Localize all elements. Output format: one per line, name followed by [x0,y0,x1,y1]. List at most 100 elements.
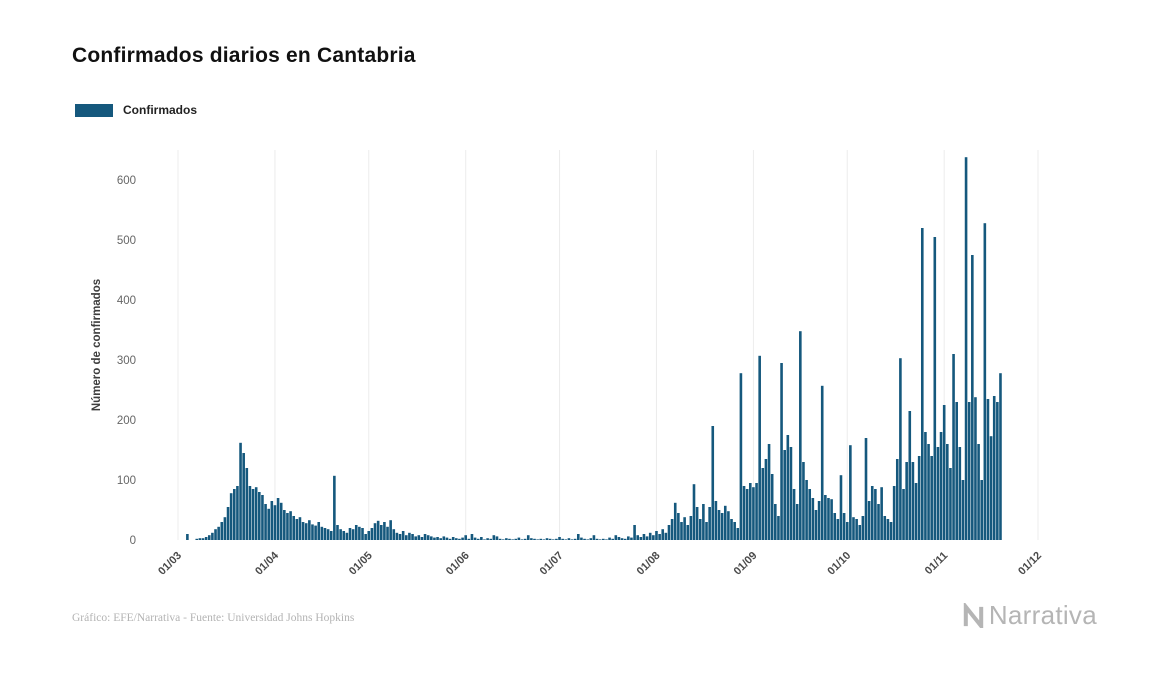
bar [573,538,577,540]
bar [855,519,858,540]
bar [870,486,874,540]
bar [986,399,990,540]
bar [764,459,768,540]
bar [220,522,224,540]
bar [999,373,1002,540]
bar [505,538,508,540]
bar [589,538,593,540]
narrativa-logo: Narrativa [961,600,1097,631]
svg-text:01/08: 01/08 [635,550,663,578]
bar [805,480,808,540]
bar [605,539,608,540]
bar [248,486,252,540]
bar [783,450,786,540]
svg-text:0: 0 [130,535,136,547]
bar [186,534,189,540]
bar [317,522,321,540]
bar [480,537,483,540]
bar [949,468,952,540]
svg-text:600: 600 [117,175,136,187]
bar [367,531,371,540]
bar [645,536,649,540]
svg-text:400: 400 [117,295,136,307]
bar [232,489,236,540]
bar [770,474,774,540]
bar [207,535,211,540]
bar [414,536,417,540]
bar [930,456,933,540]
bar [239,442,242,540]
bar [917,456,921,540]
svg-text:01/04: 01/04 [253,549,282,578]
bar [517,537,521,540]
bar [464,535,468,540]
svg-text:01/09: 01/09 [732,550,760,578]
svg-text:200: 200 [117,415,136,427]
bar [620,538,624,540]
bar [655,531,658,540]
bar [373,523,377,540]
bars[interactable] [186,157,1002,540]
bar [980,480,984,540]
bar [520,539,524,540]
bar [880,487,883,540]
bar [217,526,220,540]
bar [483,539,486,540]
bar [389,520,392,540]
bar [351,529,355,540]
bar [311,524,314,540]
bar [614,535,618,540]
svg-text:01/05: 01/05 [347,550,375,578]
bar [242,453,245,540]
bar [570,539,574,540]
bar [442,536,446,540]
legend-item-confirmados[interactable]: Confirmados [75,103,197,117]
bar [889,522,893,540]
bar [774,504,777,540]
bar [739,373,743,540]
bar [286,513,289,540]
bar [795,504,799,540]
bar [974,397,977,540]
bar [670,519,674,540]
bar [817,501,821,540]
bar [267,508,270,540]
bar [345,532,349,540]
bar [417,535,421,540]
chart-title: Confirmados diarios en Cantabria [72,44,416,67]
bar [386,526,389,540]
bar [279,502,283,540]
bar [977,444,980,540]
bar [836,519,840,540]
bar [633,525,636,540]
bar [473,537,477,540]
bar [983,223,987,540]
bar [736,528,740,540]
bar [733,522,736,540]
bar [486,538,489,540]
bar [833,513,837,540]
bar [229,493,233,540]
bar [270,501,274,540]
bar [642,534,646,540]
bar [755,483,758,540]
bar [839,475,843,540]
svg-text:01/06: 01/06 [444,550,472,578]
bar [914,483,918,540]
bar [936,447,940,540]
svg-text:01/03: 01/03 [156,550,184,578]
bar [404,535,408,540]
bar [808,489,812,540]
bar [430,536,433,540]
x-axis-labels: 01/03 01/04 01/05 01/06 01/07 01/08 01/09 01/10… [156,549,1044,578]
bar [852,517,855,540]
bar [542,539,546,540]
bar [555,538,558,540]
bar [592,535,596,540]
bar [439,538,442,540]
bar [223,517,227,540]
bar [536,539,539,540]
bar [523,538,527,540]
